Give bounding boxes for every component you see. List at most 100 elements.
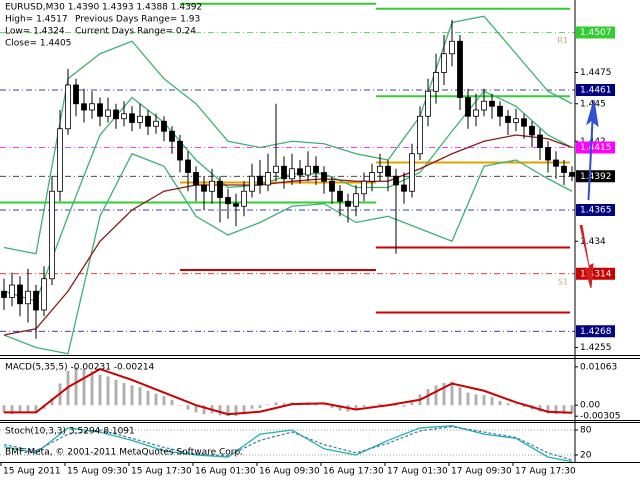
price-box-label: 1.4461	[580, 86, 612, 96]
macd-bar	[410, 402, 414, 406]
macd-bar	[162, 396, 166, 406]
candle-body	[241, 190, 247, 207]
price-box-label: 1.4392	[580, 172, 612, 182]
macd-bar	[506, 403, 510, 406]
candle-body	[137, 115, 143, 123]
candle-body	[217, 180, 223, 198]
candle-body	[81, 103, 87, 111]
stoch-line	[3, 425, 573, 463]
macd-bar	[434, 385, 438, 406]
macd-bar	[50, 397, 54, 406]
macd-bar	[122, 382, 126, 406]
candle-body	[225, 197, 231, 205]
candle-body	[377, 165, 383, 173]
candle-body	[121, 113, 127, 120]
candle-body	[113, 109, 119, 120]
candle-body	[73, 84, 79, 105]
candle-body	[521, 118, 527, 127]
candle-body	[169, 130, 175, 142]
y-tick-label: 1.4255	[580, 343, 612, 353]
macd-bar	[394, 405, 398, 406]
candle-body	[481, 100, 487, 111]
stoch-line	[3, 426, 573, 461]
candle-body	[529, 125, 535, 136]
macd-bar	[106, 376, 110, 406]
macd-bar	[170, 399, 174, 406]
candle-body	[265, 172, 271, 186]
down-arrow	[579, 224, 594, 289]
macd-bar	[138, 387, 142, 406]
candle-body	[185, 159, 191, 173]
macd-bar	[242, 405, 246, 414]
candle-body	[49, 190, 55, 280]
stoch-title: Stoch(10,3,3) 3.5294 8.1091	[5, 427, 135, 437]
candle-body	[465, 97, 471, 117]
candle-body	[409, 153, 415, 192]
header-info: Low= 1.4324	[5, 27, 65, 37]
macd-bar	[378, 403, 382, 406]
candle-body	[361, 180, 367, 195]
macd-bar	[18, 405, 22, 414]
x-tick-label: 15 Aug 17:30	[131, 467, 192, 477]
y-tick-label: 20	[580, 451, 592, 461]
candle-body	[513, 118, 519, 123]
candle-body	[417, 115, 423, 155]
candle-body	[289, 168, 295, 180]
candle-body	[273, 165, 279, 173]
candle-body	[25, 290, 31, 305]
candle-body	[305, 165, 311, 176]
y-tick-label: 80	[580, 426, 592, 436]
candle-body	[249, 175, 255, 192]
candle-body	[545, 147, 551, 161]
macd-bar	[226, 405, 230, 417]
candle-body	[209, 180, 215, 192]
price-box	[576, 325, 615, 338]
candle-body	[329, 180, 335, 192]
candle-body	[473, 109, 479, 117]
candle-body	[569, 172, 575, 177]
macd-bar	[442, 382, 446, 406]
macd-bar	[218, 405, 222, 416]
macd-bar	[282, 403, 286, 406]
candle-body	[321, 172, 327, 182]
macd-bar	[266, 404, 270, 406]
macd-bar	[194, 405, 198, 413]
macd-bar	[522, 405, 526, 408]
candle-body	[17, 284, 23, 305]
macd-bar	[114, 379, 118, 406]
macd-bar	[178, 405, 182, 406]
y-tick-label: 1.4475	[580, 68, 612, 78]
x-tick-label: 16 Aug 17:30	[323, 467, 384, 477]
x-tick-label: 16 Aug 09:30	[259, 467, 320, 477]
candle-body	[369, 172, 375, 182]
candle-body	[393, 175, 399, 186]
macd-bar	[498, 400, 502, 406]
macd-bar	[490, 397, 494, 406]
macd-bar	[546, 405, 550, 414]
price-box	[576, 204, 615, 216]
candle-body	[425, 90, 431, 117]
candle-body	[561, 165, 567, 173]
price-box-label: 1.4314	[580, 269, 612, 279]
macd-bar	[10, 405, 14, 415]
macd-bar	[450, 381, 454, 406]
price-box	[576, 26, 615, 39]
macd-bar	[34, 405, 38, 413]
candle-body	[1, 290, 7, 298]
price-box-label: 1.4507	[580, 28, 612, 38]
candle-body	[65, 84, 71, 130]
header-info: Current Days Range= 0.24	[75, 27, 196, 37]
candle-body	[193, 172, 199, 186]
candle-body	[385, 165, 391, 177]
copyright: BMF-Meta, © 2001-2011 MetaQuotes Softwar…	[5, 448, 243, 458]
candle-body	[41, 278, 47, 311]
candle-body	[9, 284, 15, 298]
macd-bar	[234, 405, 238, 417]
macd-bar	[154, 393, 158, 406]
y-tick-label: 1.434	[580, 237, 606, 247]
y-tick-label: -0.00305	[580, 412, 620, 422]
candle-body	[313, 165, 319, 173]
price-box-label: 1.4415	[580, 143, 612, 153]
